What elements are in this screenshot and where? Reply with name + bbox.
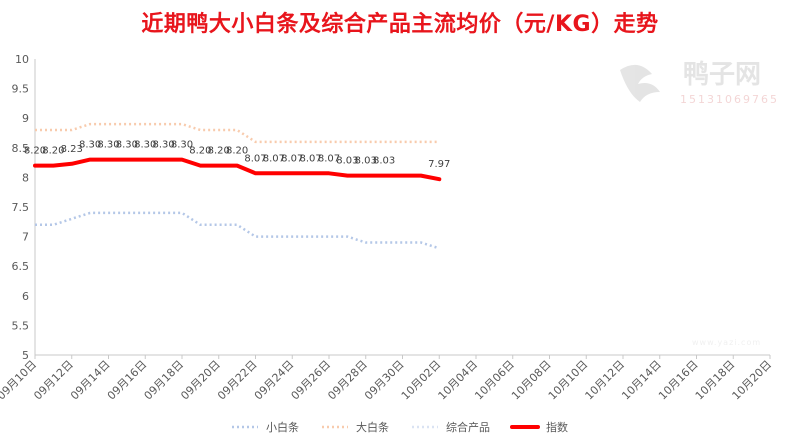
- x-tick-label: 10月02日: [399, 358, 444, 403]
- legend-item: 小白条: [232, 420, 299, 434]
- legend-label: 指数: [546, 420, 568, 434]
- x-tick-label: 10月18日: [693, 358, 738, 403]
- x-tick-label: 09月22日: [215, 358, 260, 403]
- data-label: 8.20: [42, 146, 64, 157]
- y-tick-label: 8.5: [12, 142, 30, 155]
- watermark-url: www.yazi.com: [692, 338, 761, 347]
- y-tick-label: 9.5: [12, 83, 30, 96]
- y-tick-label: 8: [22, 171, 29, 184]
- x-tick-label: 10月14日: [619, 358, 664, 403]
- series-line-小白条: [35, 211, 440, 250]
- y-tick-label: 9: [22, 112, 29, 125]
- legend-item: 大白条: [322, 420, 389, 434]
- x-tick-label: 09月14日: [68, 358, 113, 403]
- data-label: 8.30: [79, 140, 101, 151]
- x-tick-label: 09月30日: [362, 358, 407, 403]
- x-tick-label: 09月18日: [142, 358, 187, 403]
- data-label: 8.20: [189, 146, 211, 157]
- y-tick-label: 10: [15, 53, 29, 66]
- x-tick-label: 09月24日: [252, 358, 297, 403]
- x-tick-label: 10月20日: [730, 358, 775, 403]
- watermark-name: 鸭子网: [683, 60, 761, 90]
- y-tick-label: 6.5: [12, 260, 30, 273]
- data-label: 8.07: [281, 153, 303, 164]
- data-label: 8.07: [318, 153, 340, 164]
- data-label: 8.03: [336, 156, 358, 167]
- data-label: 8.20: [226, 146, 248, 157]
- legend-label: 大白条: [356, 420, 389, 434]
- data-label: 8.03: [373, 156, 395, 167]
- x-tick-label: 10月08日: [509, 358, 554, 403]
- x-tick-label: 09月28日: [325, 358, 370, 403]
- data-label: 8.23: [61, 144, 83, 155]
- legend-label: 小白条: [266, 420, 299, 434]
- x-tick-label: 10月04日: [436, 358, 481, 403]
- x-tick-label: 09月16日: [105, 358, 150, 403]
- data-label: 8.07: [263, 153, 285, 164]
- chart-title: 近期鸭大小白条及综合产品主流均价（元/KG）走势: [141, 12, 659, 37]
- y-tick-label: 5: [22, 349, 29, 362]
- legend-item: 指数: [510, 420, 568, 434]
- x-tick-label: 10月12日: [583, 358, 628, 403]
- data-label: 8.30: [116, 140, 138, 151]
- watermark-phone: 15131069765: [680, 93, 779, 106]
- y-tick-label: 7: [22, 231, 29, 244]
- legend-label: 综合产品: [446, 420, 490, 434]
- data-label: 8.30: [97, 140, 119, 151]
- y-tick-label: 5.5: [12, 319, 30, 332]
- data-label: 7.97: [428, 159, 450, 170]
- data-label: 8.03: [355, 156, 377, 167]
- data-label: 8.30: [134, 140, 156, 151]
- data-label: 8.30: [171, 140, 193, 151]
- watermark-logo: 鸭子网 15131069765 www.yazi.com: [620, 60, 779, 347]
- x-tick-label: 09月12日: [31, 358, 76, 403]
- x-tick-label: 10月10日: [546, 358, 591, 403]
- data-label: 8.30: [152, 140, 174, 151]
- x-tick-label: 09月20日: [178, 358, 223, 403]
- data-label: 8.07: [299, 153, 321, 164]
- y-tick-label: 7.5: [12, 201, 30, 214]
- data-label: 8.20: [24, 146, 46, 157]
- x-tick-label: 09月26日: [289, 358, 334, 403]
- x-tick-label: 10月16日: [656, 358, 701, 403]
- legend-item: 综合产品: [412, 420, 490, 434]
- data-label: 8.20: [208, 146, 230, 157]
- series-line-指数: [33, 157, 442, 182]
- watermark-duck-icon: [620, 64, 660, 102]
- y-tick-label: 6: [22, 290, 29, 303]
- x-tick-label: 10月06日: [472, 358, 517, 403]
- data-label: 8.07: [244, 153, 266, 164]
